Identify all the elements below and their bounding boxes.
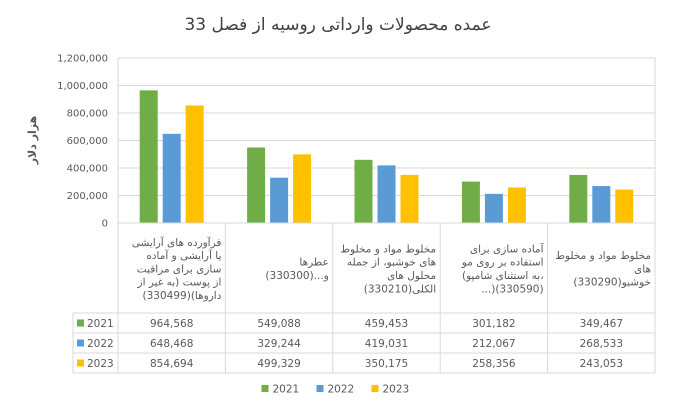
- table-cell-value: 549,088: [257, 318, 300, 330]
- table-legend-key: [77, 359, 84, 367]
- category-label: از پوست (به غیر از: [137, 277, 222, 289]
- table-cell-value: 301,182: [472, 318, 515, 330]
- category-label: استفاده بر روی مو: [461, 257, 544, 269]
- table-cell-value: 349,467: [580, 318, 623, 330]
- category-label: ...)(330590): [481, 283, 543, 295]
- table-legend-key: [77, 319, 84, 327]
- category-label: سازی برای مراقبت: [137, 263, 222, 275]
- y-tick-label: 1,000,000: [57, 81, 108, 92]
- category-label: های: [634, 263, 651, 275]
- category-label: محلول های: [387, 270, 436, 282]
- y-tick-label: 800,000: [67, 109, 108, 120]
- table-cell-value: 964,568: [150, 318, 193, 330]
- legend-key: [371, 385, 379, 392]
- legend-label: 2021: [273, 384, 300, 396]
- bar-2023-3: [400, 174, 419, 223]
- bar-2021-5: [569, 174, 588, 223]
- table-cell-value: 268,533: [580, 338, 623, 350]
- category-label: مخلوط مواد و مخلوط: [340, 243, 436, 255]
- table-cell-value: 854,694: [150, 358, 194, 370]
- bars: [139, 90, 634, 223]
- category-label: های خوشبو، از جمله: [347, 257, 436, 269]
- bar-2022-1: [162, 133, 181, 223]
- y-tick-label: 1,200,000: [57, 54, 108, 65]
- y-axis-label: هزار دلار: [26, 116, 39, 166]
- bar-2023-5: [615, 189, 634, 223]
- bar-2021-1: [139, 90, 158, 223]
- category-label: خوشبو(330290): [573, 277, 651, 289]
- legend-label: 2022: [328, 384, 355, 396]
- category-label: الکلی(330210): [364, 283, 436, 295]
- bar-2023-4: [507, 187, 526, 223]
- table-cell-value: 499,329: [257, 358, 300, 370]
- table-cell-value: 419,031: [365, 338, 408, 350]
- table-cell-value: 243,053: [580, 358, 623, 370]
- category-label: (به استثنای شامپو،: [462, 270, 544, 282]
- y-tick-label: 0: [102, 219, 108, 230]
- table-legend-key: [77, 339, 84, 347]
- legend: 2021 2022 2023: [261, 384, 410, 396]
- table-series-name: 2022: [87, 338, 114, 350]
- bar-2023-2: [293, 154, 312, 223]
- y-tick-label: 400,000: [67, 164, 108, 175]
- table-cell-value: 350,175: [365, 358, 408, 370]
- category-label: فرآورده های آرایشی: [132, 236, 222, 249]
- bar-2021-2: [247, 147, 266, 223]
- bar-2021-4: [461, 181, 480, 223]
- category-label: داروها)(330499): [143, 290, 222, 302]
- category-label: و...(330300): [265, 270, 328, 282]
- y-tick-label: 200,000: [67, 191, 108, 202]
- table-cell-value: 258,356: [472, 358, 516, 370]
- table-series-name: 2021: [87, 318, 114, 330]
- bar-2022-4: [484, 193, 503, 223]
- legend-label: 2023: [383, 384, 410, 396]
- bar-2022-3: [377, 165, 396, 223]
- gridlines: [118, 57, 655, 196]
- bar-2023-1: [185, 105, 204, 223]
- bar-2021-3: [354, 159, 373, 223]
- table-cell-value: 648,468: [150, 338, 193, 350]
- table-series-name: 2023: [87, 358, 114, 370]
- category-label: عطرها: [299, 257, 328, 269]
- legend-key: [316, 385, 324, 392]
- category-label: یا آرایشی و آماده: [146, 249, 221, 262]
- bar-2022-2: [270, 177, 289, 223]
- table-cell-value: 212,067: [472, 338, 515, 350]
- table-cell-value: 329,244: [257, 338, 301, 350]
- bar-2022-5: [592, 186, 611, 223]
- chart-title: عمده محصولات وارداتی روسیه از فصل 33: [184, 15, 491, 35]
- y-tick-label: 600,000: [67, 136, 108, 147]
- y-tick-labels: 0 200,000 400,000 600,000 800,000 1,000,000 1,…: [57, 54, 108, 230]
- table-cell-value: 459,453: [365, 318, 408, 330]
- category-label: مخلوط مواد و مخلوط: [555, 250, 651, 262]
- legend-key: [261, 385, 269, 392]
- category-label: آماده سازی برای: [470, 242, 545, 255]
